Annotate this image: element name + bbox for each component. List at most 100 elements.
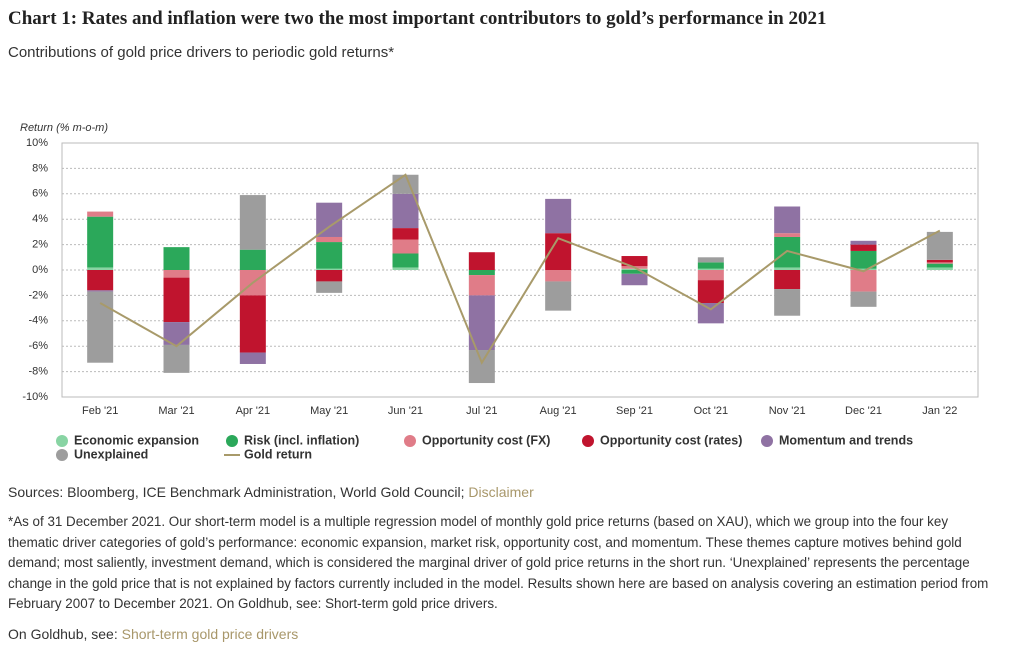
bar-segment [697,270,724,281]
goldhub-prefix: On Goldhub, see: [8,626,118,642]
y-tick-label: 6% [32,188,48,200]
x-tick-label: Oct '21 [694,405,729,417]
goldhub-link[interactable]: Short-term gold price drivers [121,626,299,642]
legend-swatch [226,435,238,447]
bar-segment [850,291,877,307]
bar-segment [774,206,801,234]
bar-segment [545,270,572,282]
bar-segment [926,231,953,260]
bar-segment [774,233,801,237]
bar-segment [392,253,419,268]
legend-label: Economic expansion [74,433,199,447]
bar-segment [774,236,801,268]
legend-swatch [582,435,594,447]
bar-segment [239,295,266,353]
bar-segment [239,249,266,270]
bar-segment [87,290,114,292]
legend-label: Opportunity cost (rates) [600,433,742,447]
legend-swatch [56,449,68,461]
x-tick-label: May '21 [310,405,348,417]
footnote: *As of 31 December 2021. Our short-term … [8,514,989,612]
bar-segment [926,262,953,264]
x-tick-label: Jul '21 [466,405,497,417]
bar-segment [392,193,419,229]
bar-segment [850,244,877,251]
bar-segment [316,242,343,269]
gold-return-line [99,173,941,365]
bar-segment [392,239,419,254]
y-tick-label: 0% [32,264,48,276]
bar-segment [468,270,495,276]
legend-swatch [56,435,68,447]
bar-segment [87,267,114,270]
bar-segment [774,270,801,290]
bar-segment [392,267,419,270]
bar-segment [87,211,114,217]
y-tick-label: -6% [28,340,48,352]
y-tick-label: 2% [32,239,48,251]
bar-segment [621,256,648,267]
bar-segment [697,303,724,324]
bar-segment [392,174,419,194]
disclaimer-link[interactable]: Disclaimer [468,484,534,500]
legend-swatch [404,435,416,447]
chart-title: Chart 1: Rates and inflation were two th… [8,8,827,29]
y-tick-label: 8% [32,162,48,174]
bar-segment [468,252,495,270]
legend-label: Risk (incl. inflation) [244,433,359,447]
bar-segment [621,273,648,286]
x-tick-label: Sep '21 [616,405,653,417]
bar-segment [774,289,801,316]
chart-subtitle: Contributions of gold price drivers to p… [8,44,395,61]
bar-segment [163,277,190,323]
bar-segment [926,267,953,270]
bar-segment [621,268,648,270]
x-tick-label: Aug '21 [540,405,577,417]
x-tick-label: Mar '21 [158,405,194,417]
legend-swatch [761,435,773,447]
y-axis-label: Return (% m-o-m) [20,122,108,134]
y-tick-label: -4% [28,315,48,327]
legend-label: Momentum and trends [779,433,913,447]
x-tick-label: Jan '22 [922,405,957,417]
bar-segment [87,291,114,363]
bar-segment [316,270,343,282]
x-tick-label: Feb '21 [82,405,118,417]
bar-segment [697,257,724,263]
bar-segment [392,228,419,240]
y-tick-label: -2% [28,289,48,301]
bar-segment [545,281,572,311]
x-tick-label: Apr '21 [236,405,271,417]
bar-segment [697,268,724,270]
bar-segment [163,247,190,270]
bar-segment [774,267,801,270]
bar-segment [239,195,266,250]
legend-label: Opportunity cost (FX) [422,433,550,447]
bar-segment [316,268,343,270]
bar-segment [316,281,343,293]
y-tick-label: -10% [22,391,48,403]
bar-segment [850,270,877,292]
bar-segment [697,280,724,304]
bar-segment [163,322,190,345]
y-tick-label: 10% [26,137,48,149]
bar-segment [850,268,877,270]
chart: Return (% m-o-m) -10% -8% -6% -4% -2% 0% 2% 4% 6… [20,122,979,461]
sources: Sources: Bloomberg, ICE Benchmark Admini… [8,484,534,500]
y-tick-label: -8% [28,366,48,378]
x-tick-label: Dec '21 [845,405,882,417]
bar-segment [163,344,190,373]
bar-segment [239,352,266,364]
bar-segment [163,270,190,278]
bar-segment [926,259,953,263]
bar-segment [468,350,495,384]
bar-segment [87,216,114,268]
bar-segment [926,263,953,268]
bar-segment [468,275,495,296]
goldhub: On Goldhub, see: Short-term gold price d… [8,626,298,642]
bar-segment [87,270,114,291]
bar-segment [850,240,877,245]
bar-segment [316,236,343,243]
bar-segment [697,262,724,269]
